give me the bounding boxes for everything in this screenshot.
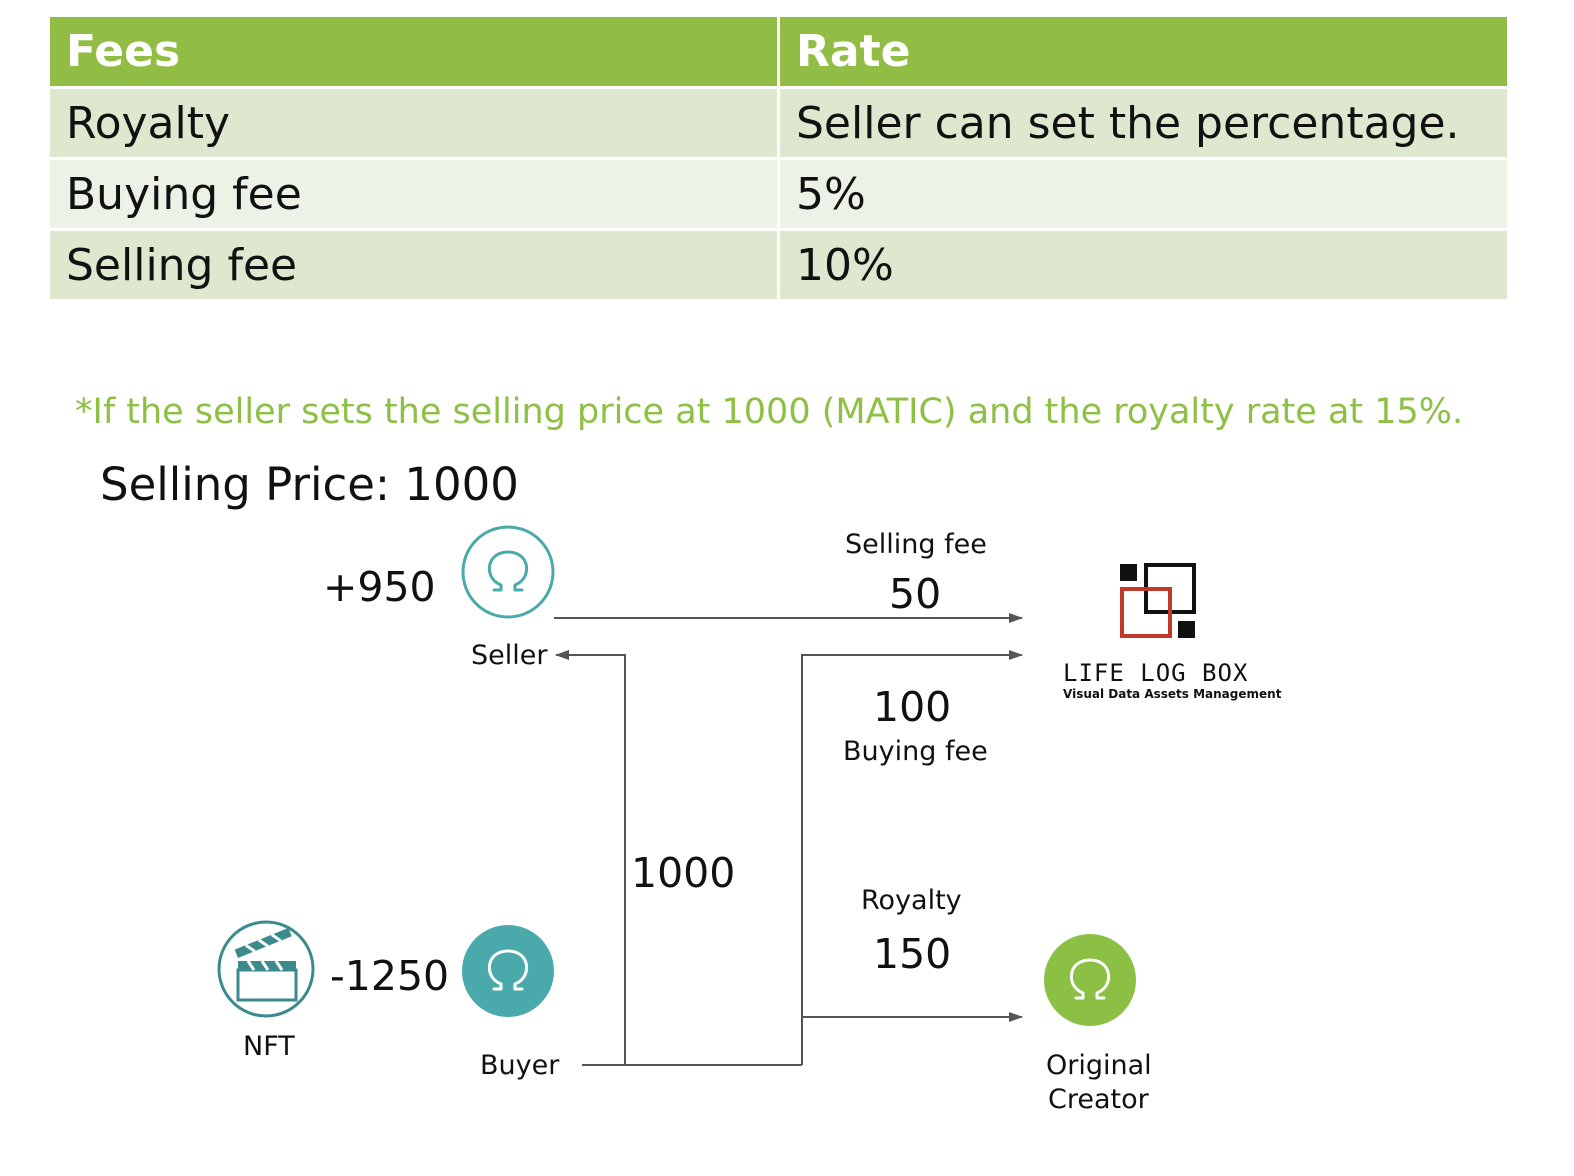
platform-tagline: Visual Data Assets Management [1063,687,1282,701]
table-cell-rate: 5% [780,160,1507,228]
clapperboard-icon [217,920,315,1018]
table-header-rate: Rate [780,17,1507,86]
buyer-label: Buyer [480,1050,560,1081]
life-log-box-logo [1120,563,1196,638]
seller-payment-amount: 1000 [631,849,736,897]
royalty-label: Royalty [861,885,962,916]
buying-fee-arrow [801,650,1023,1065]
buyer-icon [462,925,554,1017]
table-cell-fee: Buying fee [50,160,777,228]
creator-label-line2: Creator [1048,1084,1149,1115]
fee-table: Fees Rate Royalty Seller can set the per… [50,17,1507,299]
selling-fee-amount: 50 [889,570,942,618]
table-cell-rate: 10% [780,231,1507,299]
selling-price-title: Selling Price: 1000 [100,458,519,511]
seller-icon [461,525,555,619]
selling-fee-label: Selling fee [845,529,987,560]
buying-fee-label: Buying fee [843,736,988,767]
seller-balance: +950 [323,563,436,611]
seller-label: Seller [471,640,548,671]
platform-name: LIFE LOG BOX [1063,659,1249,687]
table-cell-fee: Selling fee [50,231,777,299]
creator-icon [1044,934,1136,1026]
example-note: *If the seller sets the selling price at… [75,392,1464,432]
table-header-fees: Fees [50,17,777,86]
table-cell-fee: Royalty [50,89,777,157]
table-cell-rate: Seller can set the percentage. [780,89,1507,157]
nft-label: NFT [243,1031,295,1062]
payment-to-seller-arrow [555,650,626,1066]
buyer-balance: -1250 [330,952,450,1000]
creator-label-line1: Original [1046,1050,1152,1081]
royalty-amount: 150 [873,930,952,978]
buying-fee-amount: 100 [873,683,952,731]
